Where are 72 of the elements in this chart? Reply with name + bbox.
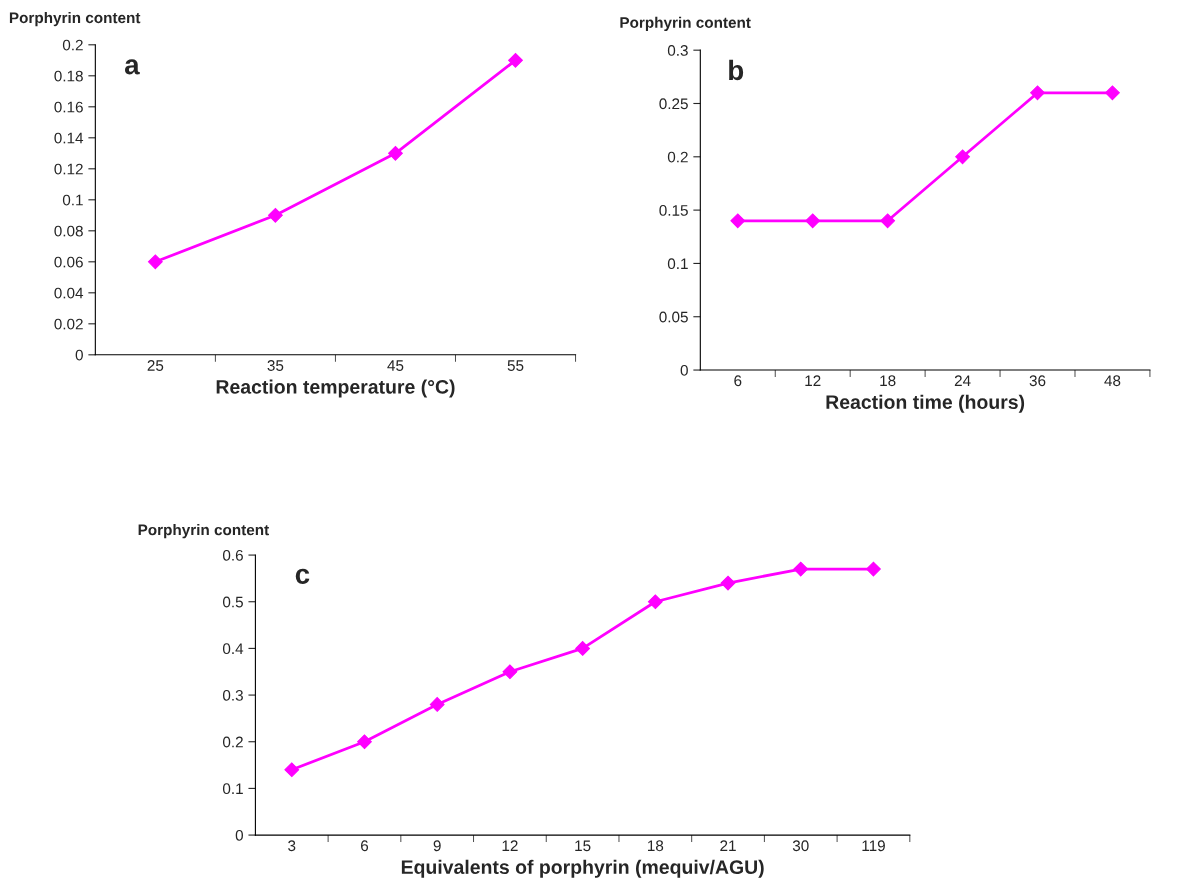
point xyxy=(284,762,300,778)
point xyxy=(147,254,163,270)
y-tick-label: 0.08 xyxy=(54,225,83,237)
y-tick-label: 0 xyxy=(235,829,244,841)
y-tick-label: 0.25 xyxy=(659,98,688,110)
x-tick-label: 3 xyxy=(288,840,296,852)
x-tick-label: 21 xyxy=(720,840,736,851)
y-tick-label: 0.02 xyxy=(54,318,83,330)
point xyxy=(357,734,372,750)
point xyxy=(793,561,809,577)
point xyxy=(268,207,283,223)
y-tick-label: 0.16 xyxy=(54,101,83,113)
x-tick-label: 119 xyxy=(862,840,885,852)
point xyxy=(647,594,663,610)
x-tick-label: 18 xyxy=(880,375,896,387)
x-axis-title: Reaction time (hours) xyxy=(826,394,1025,413)
x-tick-label: 6 xyxy=(361,840,369,852)
x-tick-label: 45 xyxy=(387,360,404,371)
point xyxy=(720,575,736,591)
y-tick-label: 0.1 xyxy=(222,783,243,795)
x-tick-label: 6 xyxy=(734,375,742,387)
y-tick-label: 0.4 xyxy=(222,643,244,655)
x-tick-label: 55 xyxy=(507,360,524,371)
y-tick-label: 0 xyxy=(680,364,688,376)
y-axis-title: Porphyrin content xyxy=(9,11,141,27)
y-axis-title: Porphyrin content xyxy=(138,524,269,539)
x-tick-label: 35 xyxy=(267,360,284,371)
x-axis-title: Reaction temperature (°C) xyxy=(216,379,455,398)
y-tick-label: 0.5 xyxy=(222,596,243,608)
point xyxy=(388,145,403,161)
y-tick-label: 0 xyxy=(75,349,83,361)
point xyxy=(880,213,896,229)
y-tick-label: 0.14 xyxy=(54,132,84,144)
y-tick-label: 0.1 xyxy=(62,194,83,206)
y-tick-label: 0.3 xyxy=(222,689,243,701)
y-tick-label: 0.6 xyxy=(222,549,243,561)
y-tick-label: 0.18 xyxy=(54,70,83,82)
y-tick-label: 0.05 xyxy=(659,311,688,323)
point xyxy=(730,213,746,229)
annotation: b xyxy=(729,59,744,81)
x-tick-label: 25 xyxy=(147,360,164,371)
y-axis-title: Porphyrin content xyxy=(620,16,751,31)
x-tick-label: 15 xyxy=(575,840,591,852)
x-tick-label: 12 xyxy=(502,840,518,851)
y-tick-label: 0.15 xyxy=(659,204,688,216)
point xyxy=(429,697,445,712)
annotation: a xyxy=(124,59,140,75)
point xyxy=(1105,85,1120,101)
y-tick-label: 0.2 xyxy=(62,39,83,51)
y-tick-label: 0.12 xyxy=(54,163,83,175)
x-tick-label: 18 xyxy=(648,840,664,852)
x-axis-title: Equivalents of porphyrin (mequiv/AGU) xyxy=(401,859,764,878)
point xyxy=(502,664,518,680)
point xyxy=(508,52,523,68)
x-tick-label: 36 xyxy=(1029,375,1046,387)
y-tick-label: 0.1 xyxy=(667,258,688,270)
point xyxy=(866,561,881,577)
y-tick-label: 0.3 xyxy=(667,45,688,56)
x-tick-label: 24 xyxy=(954,375,971,386)
annotation: c xyxy=(295,568,310,584)
point xyxy=(805,213,821,229)
y-tick-label: 0.04 xyxy=(54,287,84,299)
y-tick-label: 0.06 xyxy=(54,256,83,268)
x-tick-label: 12 xyxy=(805,375,821,386)
x-tick-label: 30 xyxy=(792,840,809,852)
point xyxy=(575,641,591,656)
point xyxy=(1030,85,1045,101)
x-tick-label: 48 xyxy=(1104,375,1121,387)
y-tick-label: 0.2 xyxy=(667,151,688,163)
y-tick-label: 0.2 xyxy=(222,736,243,748)
point xyxy=(955,149,970,165)
x-tick-label: 9 xyxy=(433,840,441,852)
